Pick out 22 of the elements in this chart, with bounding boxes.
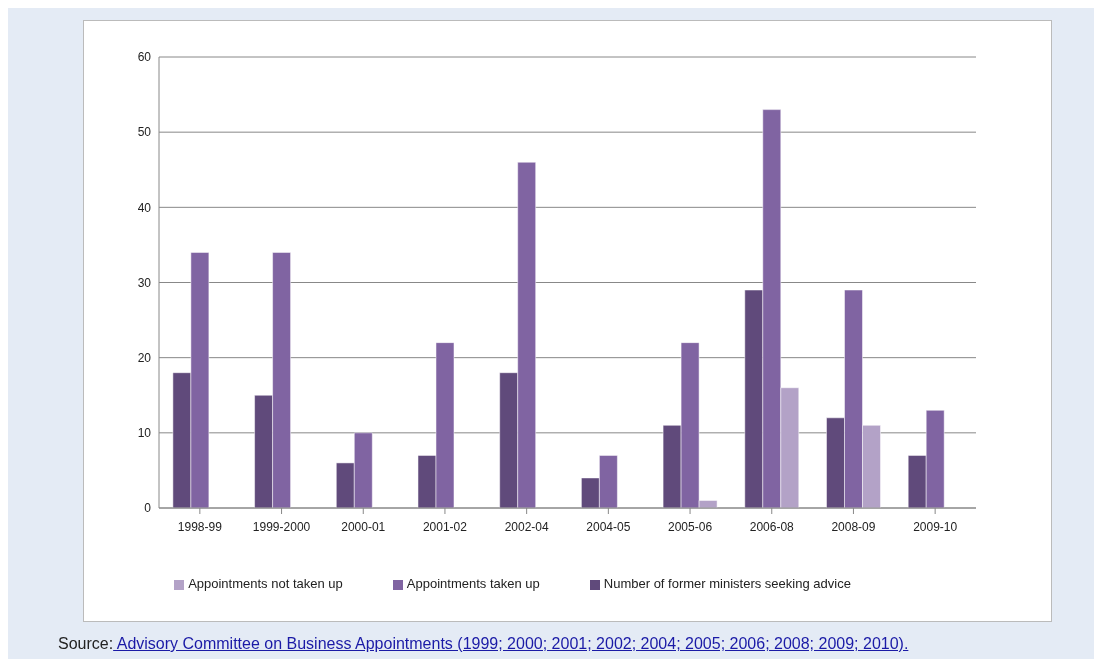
text: Advisory Committee on Business Appointments (1999; 2000; 2001; 2002; 2004; 2005; 2006; 2008; 2009; 2010). [115,635,909,652]
x-tick-label: 2004-05 [586,519,631,534]
x-tick-label: 1999-2000 [252,519,311,534]
x-tick-label: 2002-04 [504,519,549,534]
y-tick-label: 0 [144,501,152,516]
x-tick-label: 2006-08 [749,519,795,534]
legend-label: Number of former ministers seeking advice [603,576,851,591]
y-tick-label: 60 [137,50,152,65]
y-tick-label: 20 [137,350,152,365]
legend-label: Appointments not taken up [188,576,343,591]
y-tick-label: 40 [137,200,152,215]
y-tick-label: 50 [137,125,152,140]
x-tick-label: 2008-09 [831,519,876,534]
source-note: Source: [58,635,114,652]
y-tick-label: 30 [137,275,152,290]
x-tick-label: 2000-01 [341,519,386,534]
x-tick-label: 2005-06 [668,519,713,534]
y-tick-label: 10 [137,426,152,441]
legend-label: Appointments taken up [406,576,540,591]
x-tick-label: 2009-10 [913,519,958,534]
x-tick-label: 2001-02 [422,519,468,534]
x-tick-label: 1998-99 [177,519,223,534]
